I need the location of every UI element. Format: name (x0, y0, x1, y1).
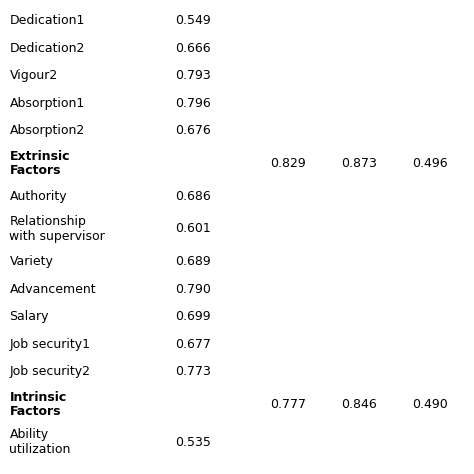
Text: Absorption2: Absorption2 (9, 124, 85, 137)
Text: Ability
utilization: Ability utilization (9, 428, 71, 456)
Text: Dedication1: Dedication1 (9, 14, 85, 27)
Text: 0.773: 0.773 (175, 365, 211, 378)
Text: 0.676: 0.676 (175, 124, 211, 137)
Text: 0.677: 0.677 (175, 337, 211, 351)
Text: Job security2: Job security2 (9, 365, 91, 378)
Text: Vigour2: Vigour2 (9, 69, 58, 82)
Text: Job security1: Job security1 (9, 337, 91, 351)
Text: Intrinsic
Factors: Intrinsic Factors (9, 391, 67, 418)
Text: Extrinsic
Factors: Extrinsic Factors (9, 150, 70, 177)
Text: Salary: Salary (9, 310, 49, 323)
Text: 0.490: 0.490 (412, 398, 448, 411)
Text: Variety: Variety (9, 255, 54, 268)
Text: 0.549: 0.549 (175, 14, 211, 27)
Text: 0.846: 0.846 (341, 398, 377, 411)
Text: 0.777: 0.777 (270, 398, 306, 411)
Text: 0.829: 0.829 (270, 157, 306, 170)
Text: 0.535: 0.535 (175, 436, 211, 449)
Text: 0.793: 0.793 (175, 69, 211, 82)
Text: 0.796: 0.796 (175, 97, 211, 110)
Text: 0.790: 0.790 (175, 283, 211, 296)
Text: 0.496: 0.496 (412, 157, 448, 170)
Text: Dedication2: Dedication2 (9, 42, 85, 55)
Text: Authority: Authority (9, 190, 67, 203)
Text: Relationship
with supervisor: Relationship with supervisor (9, 215, 105, 243)
Text: Absorption1: Absorption1 (9, 97, 85, 110)
Text: Advancement: Advancement (9, 283, 96, 296)
Text: 0.873: 0.873 (341, 157, 377, 170)
Text: 0.686: 0.686 (175, 190, 211, 203)
Text: 0.689: 0.689 (175, 255, 211, 268)
Text: 0.699: 0.699 (175, 310, 211, 323)
Text: 0.601: 0.601 (175, 222, 211, 236)
Text: 0.666: 0.666 (175, 42, 211, 55)
